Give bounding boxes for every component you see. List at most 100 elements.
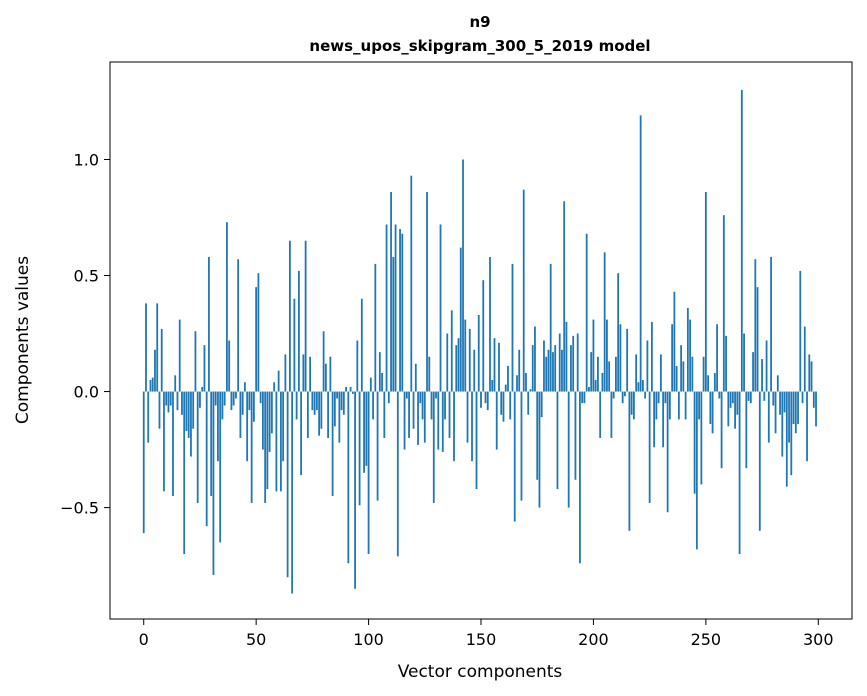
bar-20 (187, 391, 190, 438)
bar-275 (761, 359, 763, 392)
bar-42 (237, 259, 240, 392)
bar-236 (673, 291, 676, 392)
bar-267 (743, 333, 745, 392)
bar-12 (169, 391, 172, 406)
bar-38 (228, 340, 231, 392)
bar-232 (664, 391, 667, 404)
bar-114 (399, 229, 401, 392)
bar-15 (176, 391, 179, 411)
bar-156 (493, 338, 496, 392)
bar-69 (297, 270, 300, 392)
bar-231 (662, 391, 665, 448)
bar-75 (311, 391, 314, 411)
bar-53 (262, 391, 264, 450)
bar-83 (329, 356, 332, 392)
bar-148 (475, 391, 478, 490)
bar-251 (707, 375, 709, 392)
plot-frame (109, 61, 853, 620)
bar-16 (178, 319, 181, 392)
bar-19 (185, 391, 188, 432)
bar-249 (702, 356, 705, 392)
bar-104 (376, 391, 379, 501)
bar-281 (774, 391, 777, 434)
bar-258 (722, 215, 725, 392)
bar-3 (149, 379, 152, 392)
bar-255 (716, 324, 718, 392)
bar-218 (633, 391, 635, 420)
bar-290 (794, 391, 797, 434)
bar-162 (507, 366, 509, 392)
bar-220 (637, 382, 640, 392)
bar-266 (740, 89, 743, 392)
bar-296 (808, 354, 811, 392)
bar-225 (648, 391, 651, 503)
bar-172 (529, 389, 532, 392)
bar-46 (246, 391, 249, 462)
bar-28 (205, 391, 208, 527)
bar-237 (675, 366, 678, 392)
bar-159 (500, 391, 503, 415)
bar-244 (691, 356, 694, 392)
bar-128 (430, 391, 433, 420)
bar-254 (713, 372, 716, 392)
bar-57 (270, 391, 273, 434)
bar-141 (459, 247, 462, 392)
bar-202 (597, 356, 599, 392)
bar-68 (295, 391, 298, 420)
bar-264 (736, 391, 739, 415)
bar-242 (686, 308, 689, 392)
bar-288 (790, 391, 793, 476)
bar-168 (520, 391, 523, 501)
bar-82 (327, 391, 329, 438)
bar-248 (700, 391, 703, 485)
x-tick-label: 50 (246, 630, 266, 649)
bar-150 (480, 391, 482, 408)
bar-157 (495, 391, 498, 450)
bar-291 (797, 391, 799, 425)
bar-43 (239, 391, 242, 438)
bar-11 (167, 391, 170, 413)
bar-293 (801, 391, 804, 404)
bar-165 (513, 391, 516, 522)
bar-77 (315, 391, 318, 411)
bar-179 (545, 356, 548, 392)
bar-284 (781, 391, 784, 457)
bar-210 (615, 356, 617, 392)
bar-25 (199, 391, 201, 408)
bar-59 (275, 391, 278, 492)
bar-88 (340, 391, 343, 411)
bar-10 (165, 391, 168, 406)
bar-280 (772, 391, 775, 406)
bar-51 (257, 273, 260, 392)
bar-129 (432, 391, 435, 503)
y-tick-label: 1.0 (74, 150, 99, 169)
bar-123 (419, 391, 422, 404)
bar-155 (491, 379, 494, 392)
bar-32 (214, 391, 217, 406)
bar-17 (181, 391, 183, 415)
bar-71 (302, 354, 305, 392)
bar-1 (145, 303, 147, 392)
bar-145 (468, 328, 471, 392)
bar-163 (509, 391, 512, 420)
bar-270 (749, 391, 752, 404)
bar-297 (810, 361, 813, 392)
bar-70 (300, 391, 303, 476)
bar-0 (142, 391, 145, 534)
bar-207 (608, 361, 611, 392)
bar-295 (806, 391, 808, 462)
bar-250 (704, 191, 707, 392)
bar-164 (511, 263, 514, 392)
bar-94 (354, 391, 356, 589)
bar-132 (439, 224, 442, 392)
bar-125 (423, 391, 426, 443)
y-tick-label: −0.5 (60, 499, 99, 518)
bar-171 (527, 391, 530, 415)
bar-189 (567, 391, 570, 508)
bar-209 (612, 391, 615, 399)
bar-204 (601, 372, 604, 392)
bar-193 (576, 333, 579, 392)
bar-93 (351, 391, 354, 394)
bar-62 (282, 391, 285, 462)
bar-65 (288, 240, 291, 392)
